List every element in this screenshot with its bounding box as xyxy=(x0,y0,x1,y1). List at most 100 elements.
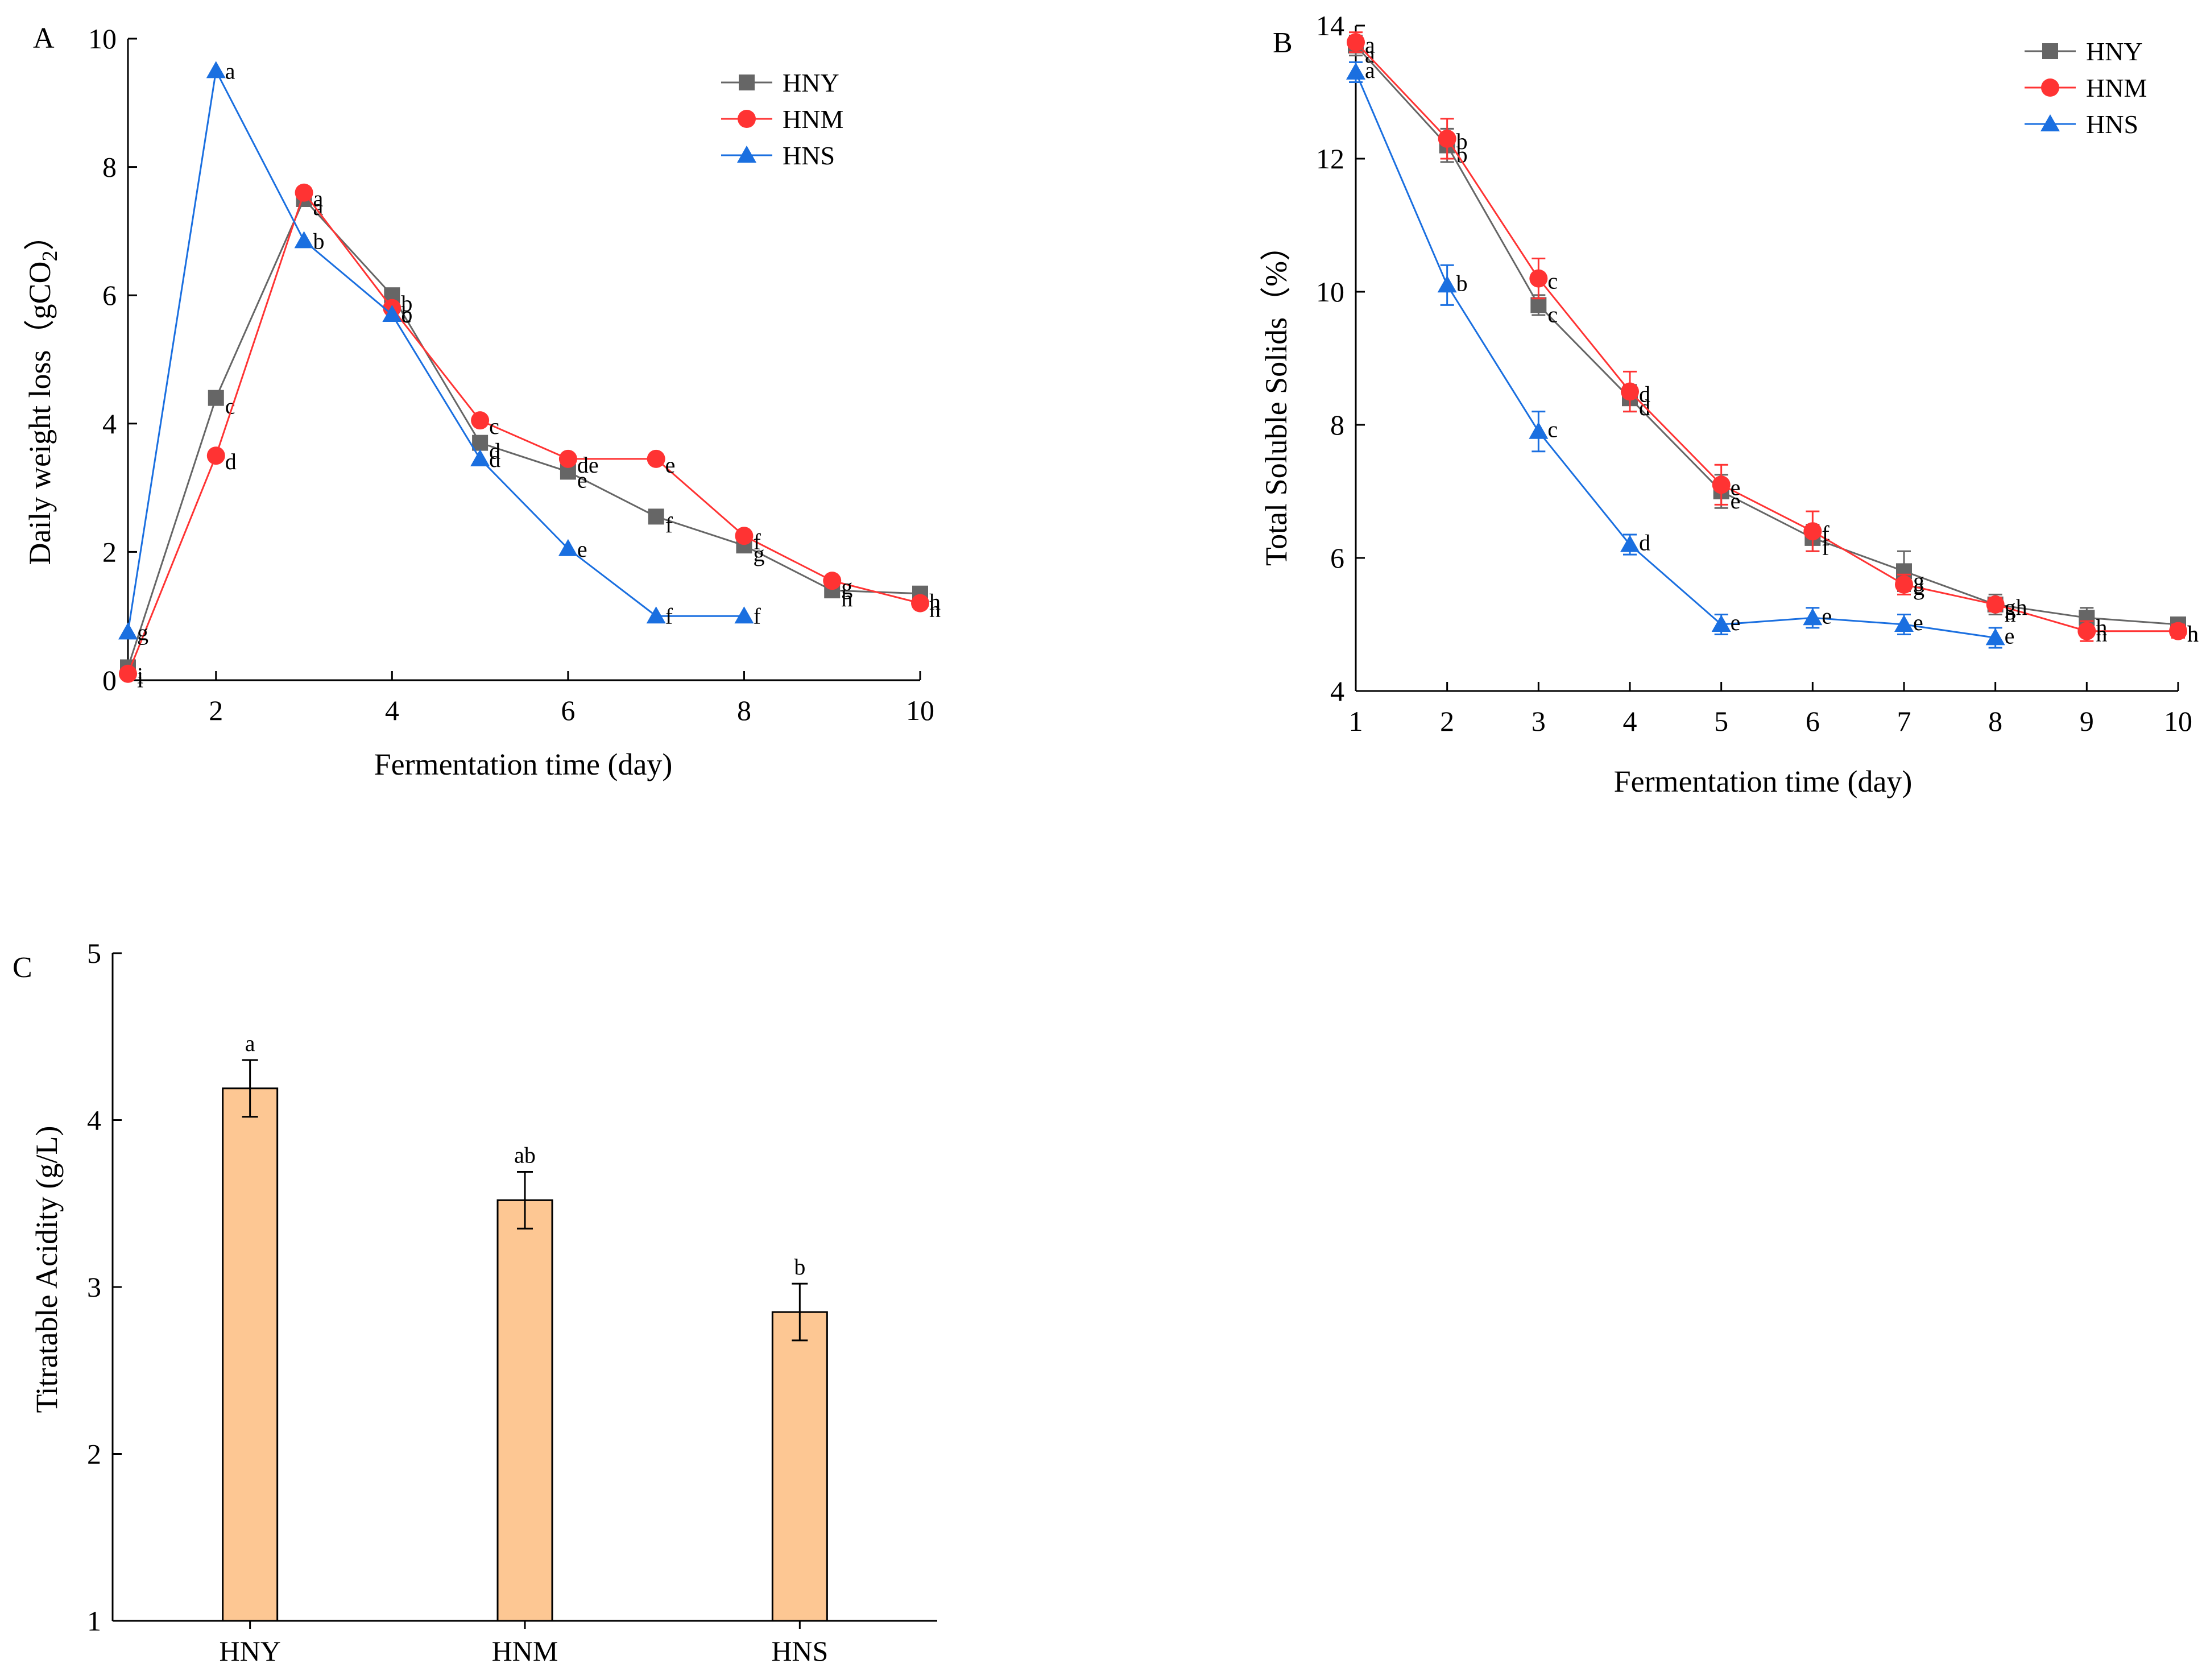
significance-letter: f xyxy=(753,529,761,555)
significance-letter: b xyxy=(1456,129,1468,154)
y-tick-label: 14 xyxy=(1316,10,1344,42)
y-axis-label-a: Daily weight loss（gCO2） xyxy=(23,220,62,565)
significance-letter: e xyxy=(665,452,676,478)
data-point-hnm xyxy=(1803,522,1822,541)
x-tick-label: 6 xyxy=(561,694,575,726)
significance-letter: b xyxy=(794,1254,805,1280)
significance-letter: f xyxy=(665,603,673,629)
bar-hns xyxy=(771,1311,828,1622)
significance-letter: a xyxy=(1365,32,1375,57)
y-tick-label: 8 xyxy=(1330,409,1344,441)
data-point-hnm xyxy=(1986,595,2005,614)
significance-letter: g xyxy=(841,574,852,599)
x-tick-label: 2 xyxy=(1440,705,1454,737)
data-point-hns xyxy=(1620,535,1640,552)
series-line-hns xyxy=(1355,72,1996,639)
y-axis-label-b: Total Soluble Solids（%） xyxy=(1259,230,1293,566)
significance-letter: a xyxy=(1365,57,1375,83)
significance-letter: e xyxy=(577,467,587,493)
y-axis-label-a-close: ） xyxy=(23,220,57,251)
x-tick-label: 8 xyxy=(737,694,751,726)
data-point-hny xyxy=(1530,297,1547,313)
x-ticks-a: 2 4 6 8 10 xyxy=(209,671,934,726)
significance-letter: a xyxy=(245,1031,255,1056)
significance-letter: b xyxy=(1456,270,1468,296)
x-axis-label-b: Fermentation time (day) xyxy=(1614,764,1913,798)
y-axis-label-a-sub: 2 xyxy=(38,251,62,262)
series-line-hny xyxy=(1355,45,2179,626)
significance-letter: e xyxy=(1822,603,1832,628)
y-ticks-a: 0 2 4 6 8 10 xyxy=(88,23,137,696)
data-point-hns xyxy=(1803,608,1823,626)
significance-letter: c xyxy=(225,394,235,419)
data-point-hny xyxy=(208,390,224,406)
x-tick-label: HNY xyxy=(220,1635,281,1667)
significance-letter: d xyxy=(1639,530,1650,556)
x-tick-label: 10 xyxy=(2164,705,2192,737)
significance-letter: f xyxy=(665,512,673,537)
significance-letter: a xyxy=(1365,42,1375,68)
significance-letter: e xyxy=(1731,610,1741,635)
data-point-hns xyxy=(206,61,226,78)
legend-marker xyxy=(2040,114,2060,131)
y-tick-label: 6 xyxy=(102,279,117,311)
data-point-hnm xyxy=(1347,33,1365,52)
data-point-hns xyxy=(294,231,314,249)
x-tick-label: 7 xyxy=(1897,705,1911,737)
data-point-hnm xyxy=(2169,622,2187,640)
x-tick-label: 6 xyxy=(1806,705,1820,737)
significance-letter: d xyxy=(489,438,500,464)
y-axis-label-a-main: Daily weight loss（gCO xyxy=(23,262,57,565)
significance-letter: gh xyxy=(2005,594,2027,620)
legend-marker xyxy=(738,110,756,128)
y-tick-label: 5 xyxy=(87,937,101,969)
data-point-hnm xyxy=(647,449,665,468)
x-tick-label: 3 xyxy=(1532,705,1546,737)
y-tick-label: 4 xyxy=(102,408,117,440)
legend-label: HNM xyxy=(783,105,843,134)
significance-letter: d xyxy=(225,449,237,474)
significance-letter: e xyxy=(1731,474,1741,500)
data-point-hnm xyxy=(206,446,225,465)
data-point-hns xyxy=(1437,275,1457,293)
y-tick-label: 4 xyxy=(87,1104,101,1136)
data-point-hns xyxy=(1346,62,1365,80)
data-point-hns xyxy=(1985,628,2005,645)
significance-letter: h xyxy=(2187,621,2199,647)
data-point-hns xyxy=(1894,615,1914,632)
significance-letter: c xyxy=(1547,301,1558,327)
significance-letter: e xyxy=(1731,488,1741,514)
data-point-hns xyxy=(382,305,402,322)
y-tick-label: 0 xyxy=(102,664,117,696)
significance-letter: h xyxy=(929,597,941,622)
data-point-hnm xyxy=(119,664,137,683)
data-point-hny xyxy=(472,435,489,451)
x-ticks-c: HNY HNM HNS xyxy=(220,1621,828,1667)
data-point-hnm xyxy=(911,594,929,613)
legend-a: HNY HNM HNS xyxy=(721,68,843,170)
y-ticks-c: 1 2 3 4 5 xyxy=(87,937,122,1637)
y-axis-label-c: Titratable Acidity (g/L) xyxy=(30,1126,64,1413)
axes-a xyxy=(127,39,920,681)
significance-letter: b xyxy=(313,228,325,254)
data-point-hns xyxy=(1529,421,1549,439)
significance-letter: d xyxy=(489,446,500,472)
y-tick-label: 3 xyxy=(87,1271,101,1303)
x-tick-label: 2 xyxy=(209,694,223,726)
significance-letter: c xyxy=(1547,268,1558,294)
series-line-hns xyxy=(127,68,744,632)
legend-marker xyxy=(739,75,755,90)
significance-letter: b xyxy=(401,291,412,316)
legend-label: HNM xyxy=(2086,73,2147,102)
legend-label: HNS xyxy=(783,141,835,170)
data-point-hnm xyxy=(735,527,754,545)
x-ticks-b: 1 2 3 4 5 6 7 8 9 10 xyxy=(1349,682,2192,737)
x-tick-label: 10 xyxy=(906,694,934,726)
significance-letter: e xyxy=(1913,610,1923,635)
y-tick-label: 2 xyxy=(102,536,117,568)
significance-letter: a xyxy=(313,186,324,212)
y-tick-label: 6 xyxy=(1330,542,1344,574)
